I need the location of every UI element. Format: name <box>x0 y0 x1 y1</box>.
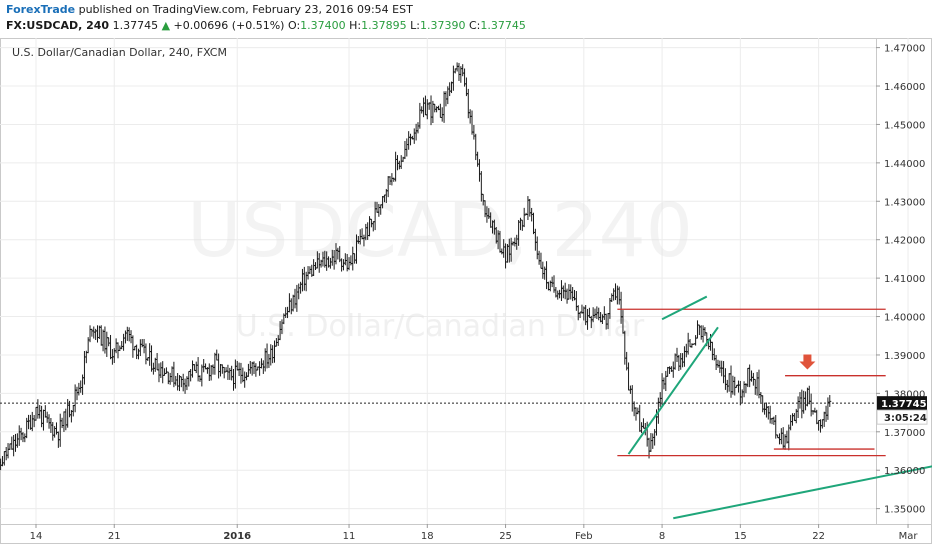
down-arrow-icon <box>799 354 816 370</box>
y-tick-label: 1.47000 <box>884 44 925 55</box>
x-tick-label: 2016 <box>223 531 251 542</box>
close-label: C: <box>465 19 481 32</box>
last-price-tag <box>877 396 927 411</box>
x-tick-label: 25 <box>499 531 512 542</box>
x-tick-label: 21 <box>108 531 121 542</box>
y-tick-label: 1.39000 <box>884 351 925 362</box>
y-tick-label: 1.40000 <box>884 313 925 324</box>
ohlc-bar <box>828 395 832 407</box>
ohlc-line: FX:USDCAD, 240 1.37745 ▲ +0.00696 (+0.51… <box>6 19 526 32</box>
x-tick-label: 11 <box>343 531 356 542</box>
publish-line: ForexTrade published on TradingView.com,… <box>6 3 413 16</box>
y-tick-label: 1.36000 <box>884 466 925 477</box>
last-price-text: 1.37745 <box>109 19 162 32</box>
y-tick-label: 1.35000 <box>884 505 925 516</box>
change-text: +0.00696 (+0.51%) <box>170 19 288 32</box>
low-label: L: <box>406 19 420 32</box>
y-tick-label: 1.41000 <box>884 274 925 285</box>
trend-line <box>673 465 932 520</box>
trend-line <box>627 326 719 455</box>
x-tick-label: 22 <box>812 531 825 542</box>
y-tick-label: 1.43000 <box>884 197 925 208</box>
close-value: 1.37745 <box>480 19 526 32</box>
low-value: 1.37390 <box>419 19 466 32</box>
bar-countdown: 3:05:24 <box>884 413 927 424</box>
x-tick-label: 18 <box>421 531 434 542</box>
up-arrow-icon: ▲ <box>161 19 171 32</box>
x-tick-label: 8 <box>659 531 665 542</box>
chart-panel[interactable]: USDCAD, 240 U.S. Dollar/Canadian Dollar … <box>0 38 932 544</box>
chart-header: ForexTrade published on TradingView.com,… <box>0 0 932 36</box>
watermark-name: U.S. Dollar/Canadian Dollar <box>236 309 645 344</box>
countdown-tag <box>876 409 928 425</box>
high-value: 1.37895 <box>361 19 407 32</box>
y-tick-label: 1.42000 <box>884 236 925 247</box>
y-tick-label: 1.46000 <box>884 82 925 93</box>
y-tick-label: 1.44000 <box>884 159 925 170</box>
symbol-label: FX:USDCAD, 240 <box>6 19 110 32</box>
watermark-symbol: USDCAD, 240 <box>187 188 693 274</box>
author-link[interactable]: ForexTrade <box>6 3 76 16</box>
y-tick-label: 1.38000 <box>884 389 925 400</box>
y-tick-label: 1.45000 <box>884 120 925 131</box>
open-value: 1.37400 <box>300 19 346 32</box>
x-tick-label: 15 <box>734 531 747 542</box>
open-label: O: <box>287 19 301 32</box>
y-tick-label: 1.37000 <box>884 428 925 439</box>
trend-line <box>661 295 708 321</box>
x-tick-label: 14 <box>30 531 43 542</box>
x-tick-label: Mar <box>899 531 919 542</box>
publish-text: published on TradingView.com, February 2… <box>75 3 413 16</box>
last-price-value: 1.37745 <box>881 399 927 410</box>
high-label: H: <box>345 19 362 32</box>
chart-title: U.S. Dollar/Canadian Dollar, 240, FXCM <box>12 46 227 59</box>
x-tick-label: Feb <box>575 531 593 542</box>
price-chart[interactable]: USDCAD, 240 U.S. Dollar/Canadian Dollar … <box>0 38 932 544</box>
